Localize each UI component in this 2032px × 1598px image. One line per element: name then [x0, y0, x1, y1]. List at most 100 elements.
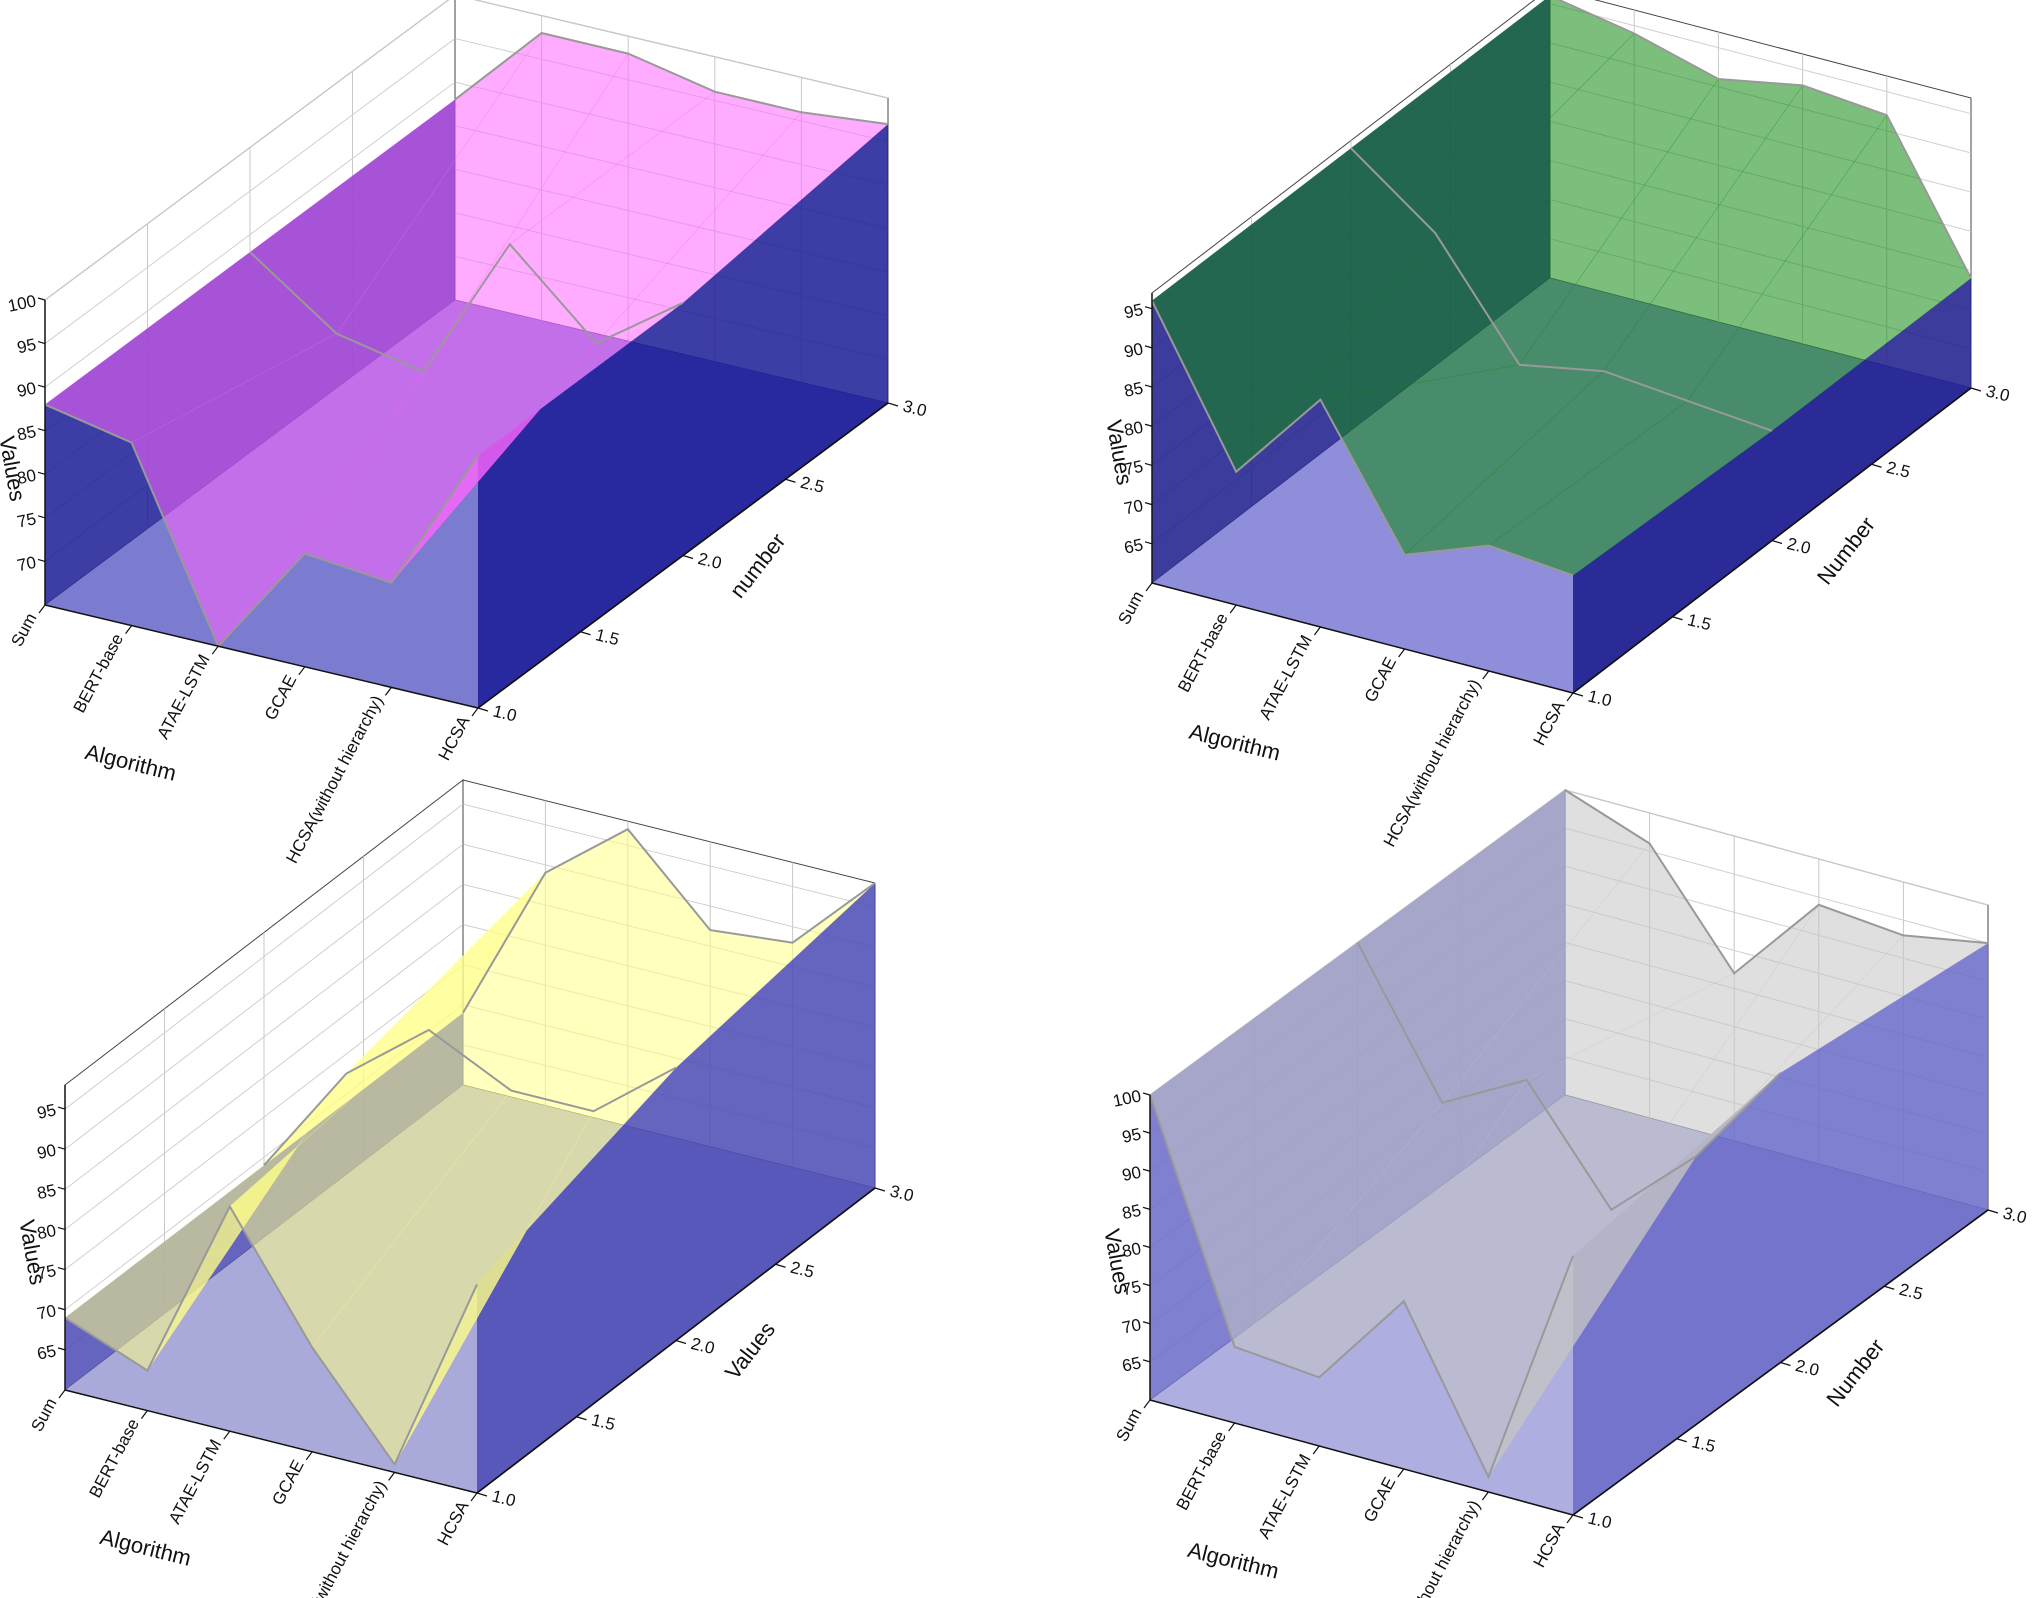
y-tick-label: 3.0 — [901, 396, 929, 420]
x-tick-label: GCAE — [1360, 1474, 1399, 1525]
z-tick-label: 100 — [6, 291, 38, 315]
y-tick-label: 1.5 — [1690, 1432, 1718, 1456]
series-line-3 — [462, 827, 876, 1014]
y-tick-label: 2.5 — [1897, 1280, 1925, 1304]
series-line-2 — [1356, 942, 1782, 1212]
y-axis-title: Values — [720, 1317, 780, 1384]
series-line-1 — [64, 1204, 478, 1467]
z-tick-label: 65 — [35, 1341, 57, 1364]
z-axis: 70 75 80 85 90 95 100 Values — [0, 291, 46, 605]
x-tick-label: Sum — [7, 610, 40, 650]
x-tick-label: ATAE-LSTM — [165, 1436, 225, 1527]
z-tick-label: 95 — [1120, 1124, 1142, 1147]
z-tick-label: 80 — [35, 1221, 57, 1244]
y-tick-label: 2.0 — [696, 549, 724, 573]
y-tick-label: 1.5 — [590, 1410, 618, 1434]
x-tick-label: HCSA — [435, 712, 474, 763]
x-axis-title: Algorithm — [83, 739, 179, 786]
z-axis-title: Values — [1099, 1227, 1135, 1296]
z-tick-label: 70 — [1122, 496, 1144, 519]
x-tick-label: Sum — [1112, 1405, 1145, 1445]
x-tick-label: BERT-base — [85, 1416, 142, 1501]
surface — [44, 32, 889, 647]
series-line-2 — [249, 242, 684, 373]
z-tick-label: 90 — [1120, 1163, 1142, 1186]
y-tick-label: 1.5 — [594, 625, 622, 649]
y-tick-label: 3.0 — [2001, 1203, 2029, 1227]
z-tick-label: 85 — [1122, 378, 1144, 401]
y-tick-label: 1.0 — [491, 701, 519, 725]
right-side-fill — [477, 883, 875, 1493]
z-tick-label: 90 — [1122, 339, 1144, 362]
right-side-fill — [478, 124, 888, 709]
x-tick-label: HCSA(without hierarchy) — [1380, 676, 1485, 850]
series-line-2 — [263, 1028, 677, 1166]
z-tick-label: 70 — [1120, 1315, 1142, 1338]
series-line-1 — [1151, 300, 1574, 577]
z-tick-label: 95 — [1122, 300, 1144, 323]
x-tick-label: HCSA(without hierarchy) — [1379, 1497, 1484, 1598]
x-tick-label: GCAE — [1361, 654, 1400, 705]
z-tick-label: 75 — [1120, 1277, 1142, 1300]
y-tick-label: 2.5 — [789, 1258, 817, 1282]
x-tick-label: ATAE-LSTM — [1254, 1451, 1314, 1542]
x-tick-label: HCSA(without hierarchy) — [282, 692, 387, 866]
surface — [64, 828, 876, 1465]
x-tick-label: GCAE — [261, 672, 300, 723]
z-tick-label: 65 — [1120, 1353, 1142, 1376]
y-tick-label: 3.0 — [1984, 381, 2012, 405]
z-tick-label: 85 — [35, 1181, 57, 1204]
x-axis-title: Algorithm — [98, 1524, 194, 1571]
x-tick-label: BERT-base — [1173, 1428, 1230, 1513]
y-tick-label: 2.0 — [1794, 1356, 1822, 1380]
z-tick-label: 90 — [35, 1141, 57, 1164]
z-tick-label: 65 — [1122, 535, 1144, 558]
x-tick-label: HCSA — [1530, 1519, 1569, 1570]
y-tick-label: 2.0 — [1785, 534, 1813, 558]
z-tick-label: 70 — [35, 1301, 57, 1324]
z-tick-label: 70 — [15, 553, 37, 576]
x-tick-label: HCSA — [1530, 697, 1569, 748]
series-line-2 — [1350, 147, 1773, 432]
x-tick-label: ATAE-LSTM — [153, 651, 213, 742]
z-tick-label: 75 — [35, 1261, 57, 1284]
z-tick-label: 85 — [15, 422, 37, 445]
y-axis-title: number — [725, 529, 791, 603]
z-tick-label: 95 — [35, 1100, 57, 1123]
x-tick-label: BERT-base — [70, 631, 127, 716]
y-axis-title: Number — [1812, 512, 1880, 589]
y-tick-label: 1.5 — [1686, 610, 1714, 634]
x-tick-label: Sum — [27, 1395, 60, 1435]
z-tick-label: 95 — [15, 335, 37, 358]
x-tick-label: BERT-base — [1174, 610, 1231, 695]
z-axis: 65 70 75 80 85 90 95 100 Values — [1099, 1086, 1151, 1400]
series-line-3 — [1564, 789, 1989, 975]
right-side-fill — [1573, 943, 1988, 1515]
y-tick-label: 1.0 — [1586, 1508, 1614, 1532]
x-tick-label: HCSA(without hierarchy) — [286, 1477, 391, 1598]
series-line-1 — [44, 403, 479, 649]
z-axis-title: Values — [0, 434, 30, 503]
x-axis-title: Algorithm — [1185, 1537, 1281, 1584]
y-tick-label: 2.5 — [799, 473, 827, 497]
surface — [1151, 0, 1972, 576]
series-line-3 — [1556, 0, 1972, 279]
y-tick-label: 2.5 — [1885, 458, 1913, 482]
z-tick-label: 80 — [1122, 418, 1144, 441]
x-tick-label: ATAE-LSTM — [1256, 632, 1316, 723]
surface — [1149, 789, 1989, 1478]
z-tick-label: 75 — [15, 509, 37, 532]
y-tick-label: 1.0 — [490, 1486, 518, 1510]
y-tick-label: 1.0 — [1586, 686, 1614, 710]
x-tick-label: HCSA — [434, 1497, 473, 1548]
right-side-fill — [1573, 278, 1971, 693]
series-line-3 — [454, 31, 889, 126]
y-tick-label: 2.0 — [689, 1334, 717, 1358]
z-tick-label: 80 — [15, 466, 37, 489]
